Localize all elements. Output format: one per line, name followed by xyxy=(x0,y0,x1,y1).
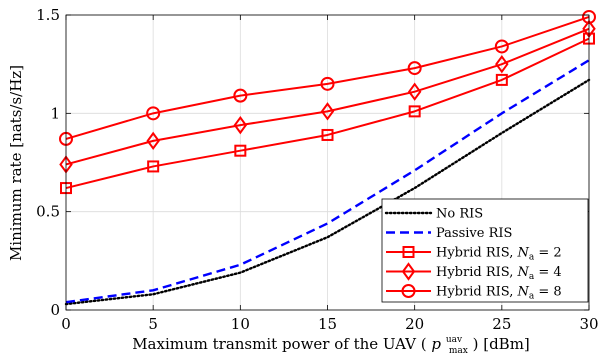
x-axis-label-symbol: p xyxy=(431,335,441,353)
series-4-point-3 xyxy=(320,76,335,91)
series-line-0 xyxy=(64,78,591,306)
ticks-layer: 0 5 10 15 20 25 30 0 0.5 1 1.5 xyxy=(36,6,598,333)
series-3-point-1 xyxy=(146,131,160,151)
series-line-1 xyxy=(65,59,590,304)
series-line-2 xyxy=(65,37,590,190)
series-3-point-3 xyxy=(320,102,335,121)
y-tick-label-0: 0 xyxy=(50,301,60,319)
legend-item-2: Hybrid RIS, Na = 2 xyxy=(386,246,562,263)
series-3-point-5 xyxy=(495,54,509,74)
series-2-point-1 xyxy=(147,160,160,173)
legend-item-0: No RIS xyxy=(384,207,483,222)
series-3-point-4 xyxy=(407,82,422,101)
x-tick-label-4: 20 xyxy=(405,315,424,333)
series-2 xyxy=(60,32,595,195)
legend-label-symbol-3: N xyxy=(516,265,529,280)
series-1 xyxy=(65,59,590,304)
legend-item-3: Hybrid RIS, Na = 4 xyxy=(386,262,562,282)
y-tick-label-2: 1 xyxy=(50,104,60,122)
legend-label-text-4: Hybrid RIS, xyxy=(436,285,517,300)
legend-item-1: Passive RIS xyxy=(386,226,512,241)
x-tick-label-3: 15 xyxy=(318,315,337,333)
legend-swatch-marker-3 xyxy=(401,262,416,281)
y-tick-label-3: 1.5 xyxy=(36,6,60,24)
x-tick-label-0: 0 xyxy=(61,315,71,333)
legend-label-text-1: Passive RIS xyxy=(436,226,512,241)
legend-label-3: Hybrid RIS, Na = 4 xyxy=(436,265,562,282)
legend-label-equation-4: = 8 xyxy=(534,285,561,300)
x-tick-label-6: 30 xyxy=(579,315,598,333)
legend-label-subscript-3: a xyxy=(529,272,535,282)
x-axis-label-prefix: Maximum transmit power of the UAV ( xyxy=(132,335,426,353)
series-2-point-5 xyxy=(495,73,508,86)
legend-label-equation-2: = 2 xyxy=(534,246,561,261)
series-2-point-2 xyxy=(234,144,247,157)
legend-box xyxy=(381,198,589,303)
legend-label-text-3: Hybrid RIS, xyxy=(436,265,517,280)
legend-swatch-marker-2 xyxy=(402,246,415,258)
legend-label-symbol-4: N xyxy=(516,285,529,300)
series-4-point-5 xyxy=(494,39,509,54)
series-4-point-2 xyxy=(233,88,248,103)
series-layer xyxy=(59,9,596,306)
legend-item-4: Hybrid RIS, Na = 8 xyxy=(386,284,562,302)
series-2-point-3 xyxy=(321,128,334,141)
legend-label-symbol-2: N xyxy=(516,246,529,261)
series-line-4 xyxy=(65,16,590,140)
x-tick-label-5: 25 xyxy=(492,315,511,333)
y-tick-label-1: 0.5 xyxy=(36,203,60,221)
series-4-point-4 xyxy=(407,61,422,76)
legend-label-2: Hybrid RIS, Na = 2 xyxy=(436,246,562,263)
legend-swatch-marker-4 xyxy=(401,284,416,298)
legend-label-equation-3: = 4 xyxy=(534,265,561,280)
y-axis-label: Minimum rate [nats/s/Hz] xyxy=(7,65,25,261)
series-0 xyxy=(64,78,591,306)
x-axis-label-suffix: ) [dBm] xyxy=(473,335,530,353)
series-line-3 xyxy=(65,27,590,166)
series-2-point-4 xyxy=(408,105,421,118)
x-axis-label-superscript: uav xyxy=(446,335,463,345)
x-tick-label-2: 10 xyxy=(231,315,250,333)
legend-label-1: Passive RIS xyxy=(436,226,512,241)
legend-label-0: No RIS xyxy=(436,207,483,222)
legend-label-subscript-4: a xyxy=(529,292,535,302)
x-tick-label-1: 5 xyxy=(148,315,158,333)
series-3-point-2 xyxy=(233,115,248,135)
legend-label-subscript-2: a xyxy=(529,253,535,263)
legend-label-4: Hybrid RIS, Na = 8 xyxy=(436,285,562,302)
x-axis-label-subscript: max xyxy=(449,346,468,356)
series-4-point-1 xyxy=(146,106,161,121)
legend-label-text-0: No RIS xyxy=(436,207,483,222)
x-axis-label: Maximum transmit power of the UAV ( p ua… xyxy=(132,328,530,357)
legend-label-text-2: Hybrid RIS, xyxy=(436,246,517,261)
